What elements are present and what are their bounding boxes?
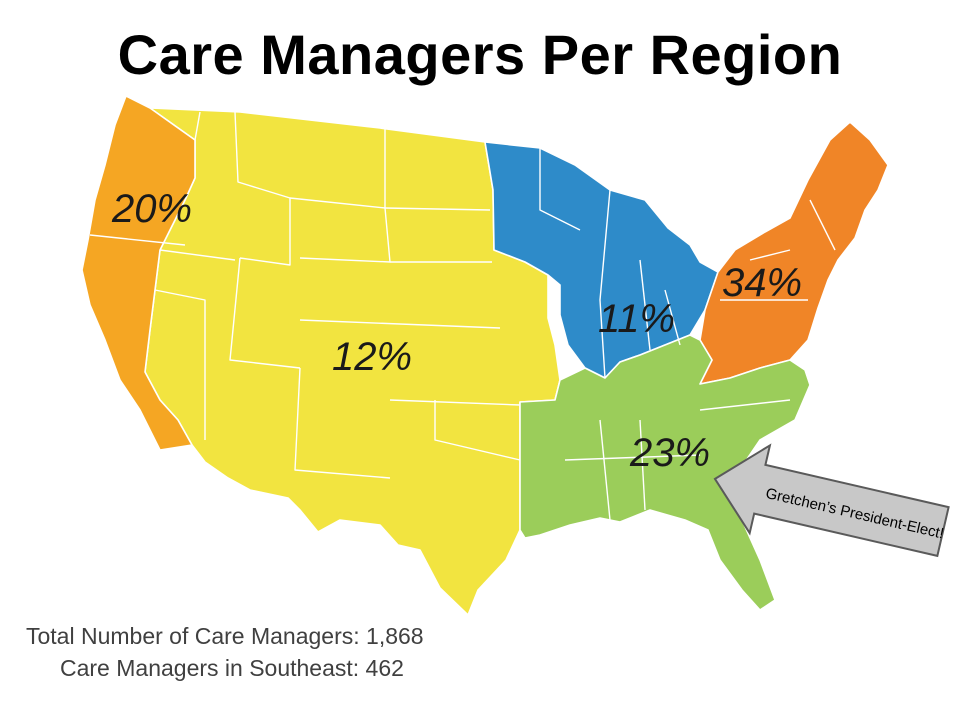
region-west-coast: [81, 95, 196, 451]
total-care-managers: Total Number of Care Managers: 1,868: [26, 623, 424, 649]
percent-label-southeast: 23%: [629, 431, 710, 475]
percent-label-west-coast: 20%: [111, 187, 192, 231]
percent-label-midwest: 11%: [598, 297, 675, 341]
region-northeast: [699, 121, 889, 385]
southeast-care-managers: Care Managers in Southeast: 462: [60, 655, 404, 681]
stats-block: Total Number of Care Managers: 1,868 Car…: [26, 620, 424, 684]
percent-label-mountain-plains: 12%: [332, 335, 412, 379]
page-title: Care Managers Per Region: [117, 23, 843, 86]
region-southeast: [519, 334, 811, 611]
percent-label-northeast: 34%: [722, 261, 802, 305]
